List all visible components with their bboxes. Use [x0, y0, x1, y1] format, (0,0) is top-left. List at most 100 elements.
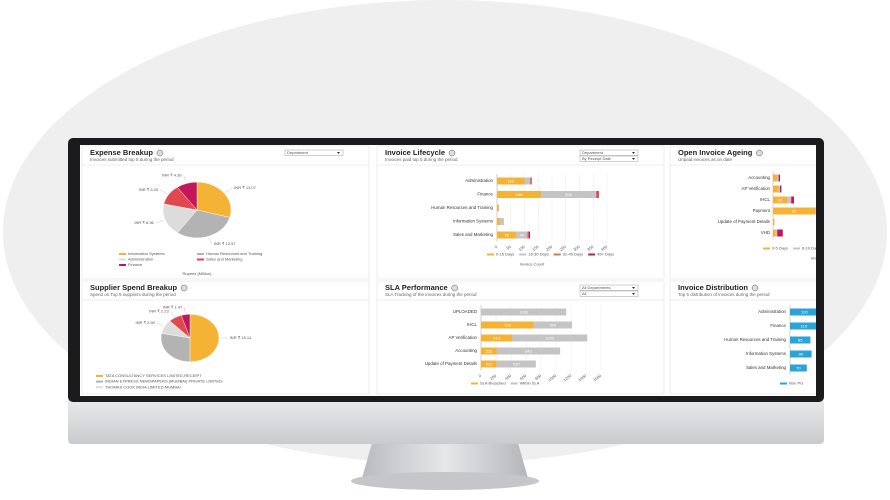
category-label: AP Verification	[449, 335, 478, 340]
help-icon	[448, 149, 456, 157]
dropdown-label: All	[582, 291, 587, 296]
panel-subtitle: Unpaid invoices as on date	[678, 157, 733, 162]
bar-segment	[773, 185, 779, 193]
panel-subtitle: Top 5 distribution of invoices during th…	[678, 292, 770, 297]
category-label: Administration	[758, 309, 786, 314]
x-tick-label: 400	[600, 244, 609, 252]
legend-swatch	[588, 253, 596, 256]
bar-segment	[498, 204, 500, 212]
panel-title: Expense Breakup	[90, 148, 153, 157]
help-icon	[751, 284, 759, 292]
bar-value: 30	[792, 208, 797, 213]
legend-swatch	[487, 253, 494, 256]
bar-segment	[777, 229, 783, 237]
axis-label: Invoice Count	[520, 262, 545, 267]
slice-label: INR ₹ 5.20	[139, 187, 159, 192]
category-label: Sales and Marketing	[453, 232, 494, 237]
legend-label: 6-10 Days	[802, 246, 820, 251]
dropdown[interactable]: All	[579, 290, 639, 297]
bar-segment	[787, 196, 792, 204]
x-tick-label: 1200	[562, 373, 573, 383]
bar-value: 1136	[519, 309, 528, 314]
bar-value: 40	[520, 232, 525, 237]
bar-value: 413	[493, 335, 500, 340]
panel-title: Invoice Distribution	[678, 283, 748, 292]
bar-segment	[790, 308, 816, 316]
panel-subtitle: Invoices paid top 5 during the period	[385, 157, 458, 162]
category-label: Human Resources and Training	[724, 337, 786, 342]
dropdown-arrow	[632, 287, 635, 289]
help-icon	[180, 284, 188, 292]
leader-line	[208, 237, 213, 245]
panel-title: SLA Performance	[385, 283, 448, 292]
bar-segment	[481, 321, 534, 329]
leader-line	[160, 189, 168, 194]
category-label: IHCL	[760, 197, 771, 202]
x-tick-label: 50	[505, 244, 512, 251]
pie-slice	[160, 333, 191, 362]
dropdown[interactable]: All Departments	[579, 284, 639, 291]
bar-value: 509	[550, 322, 557, 327]
bar-segment	[533, 321, 573, 329]
bar-value: 843	[525, 348, 532, 353]
dropdown[interactable]: Department	[579, 149, 639, 156]
x-tick-label: 600	[519, 373, 528, 381]
bar-value: 211	[486, 361, 493, 366]
bar-segment	[499, 218, 504, 225]
legend-swatch	[471, 382, 478, 385]
legend-swatch	[519, 253, 527, 256]
legend-swatch	[119, 258, 126, 261]
pie-slice	[196, 181, 232, 218]
category-label: Update of Payment Details	[425, 361, 478, 366]
category-label: AP Verification	[742, 186, 771, 191]
bar-segment	[778, 174, 780, 182]
dropdown-box	[579, 284, 639, 291]
bar-segment	[524, 177, 530, 185]
slice-label: INR ₹ 1.47	[163, 305, 183, 310]
legend-label: 31-45 Days	[563, 252, 583, 257]
category-label: UPLOADED	[453, 309, 477, 314]
help-icon	[756, 149, 763, 157]
dropdown-label: Department	[287, 150, 309, 155]
help-icon	[156, 149, 164, 157]
bar-segment	[791, 196, 794, 204]
category-label: Administration	[465, 178, 493, 183]
bar-segment	[778, 185, 780, 193]
dropdown-arrow	[632, 152, 635, 154]
x-tick-label: 0	[477, 373, 482, 379]
legend-swatch	[96, 380, 103, 383]
bar-segment	[481, 334, 512, 342]
bar-value: 120	[801, 309, 808, 314]
legend-label: Information Systems	[128, 251, 164, 256]
panel-subtitle: SLA Tracking of the invoices during the …	[385, 292, 477, 297]
legend-swatch	[780, 382, 787, 385]
monitor-chin	[68, 398, 824, 444]
bar-segment	[497, 204, 499, 212]
dropdown-label: By Receipt Date	[582, 156, 612, 161]
bar-segment	[773, 207, 815, 215]
pie-slice	[189, 314, 220, 362]
dropdown[interactable]: Department	[284, 149, 344, 156]
dropdown[interactable]: By Receipt Date	[579, 155, 639, 162]
bar-segment	[773, 229, 776, 237]
category-label: Finance	[770, 323, 786, 328]
category-label: Sales and Marketing	[746, 365, 787, 370]
x-tick-label: 350	[586, 244, 595, 252]
bar-segment	[773, 174, 778, 182]
panel-subtitle: Invoices submitted top 5 during the peri…	[90, 157, 174, 162]
bar-segment	[530, 177, 532, 185]
leader-line	[156, 323, 164, 327]
x-tick-label: 800	[534, 373, 543, 381]
leader-line	[170, 311, 175, 317]
help-icon	[451, 284, 458, 292]
pie-slice	[176, 181, 198, 211]
axis-label: Rupees (Million)	[183, 271, 213, 276]
legend-label: Non PO	[789, 381, 803, 386]
bar-segment	[481, 347, 497, 355]
category-label: Accounting	[455, 348, 477, 353]
dropdown-box	[579, 149, 639, 156]
bar-segment	[496, 347, 561, 355]
leader-line	[155, 220, 164, 224]
